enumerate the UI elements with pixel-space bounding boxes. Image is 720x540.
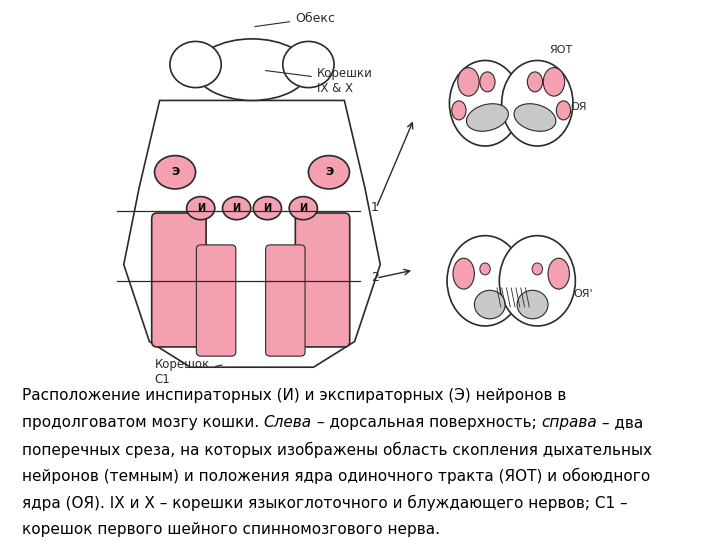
Ellipse shape <box>544 68 564 96</box>
Ellipse shape <box>467 104 508 131</box>
Text: ядра (ОЯ). IX и X – корешки языкоглоточного и блуждающего нервов; C1 –: ядра (ОЯ). IX и X – корешки языкоглоточн… <box>22 495 627 511</box>
Text: Расположение инспираторных (И) и экспираторных (Э) нейронов в: Расположение инспираторных (И) и экспира… <box>22 388 566 403</box>
Ellipse shape <box>253 197 282 220</box>
Ellipse shape <box>186 197 215 220</box>
Ellipse shape <box>480 263 490 275</box>
FancyBboxPatch shape <box>295 213 350 347</box>
Text: корешок первого шейного спинномозгового нерва.: корешок первого шейного спинномозгового … <box>22 522 440 537</box>
Ellipse shape <box>514 104 556 131</box>
Ellipse shape <box>458 68 479 96</box>
Text: И: И <box>197 203 204 213</box>
Text: поперечных среза, на которых изображены область скопления дыхательных: поперечных среза, на которых изображены … <box>22 442 652 458</box>
Text: Обекс: Обекс <box>255 11 336 26</box>
Ellipse shape <box>500 235 575 326</box>
FancyBboxPatch shape <box>266 245 305 356</box>
Ellipse shape <box>517 291 548 319</box>
Ellipse shape <box>474 291 505 319</box>
Text: Корешки
IX & X: Корешки IX & X <box>266 67 373 95</box>
Ellipse shape <box>289 197 318 220</box>
Ellipse shape <box>170 42 221 87</box>
Text: Э: Э <box>325 167 333 177</box>
Text: ОЯ': ОЯ' <box>573 289 593 300</box>
Text: ОЯ: ОЯ <box>571 103 587 112</box>
Ellipse shape <box>452 101 466 120</box>
Text: – два: – два <box>597 415 644 430</box>
Ellipse shape <box>222 197 251 220</box>
Ellipse shape <box>308 156 349 189</box>
Ellipse shape <box>557 101 571 120</box>
Text: продолговатом мозгу кошки.: продолговатом мозгу кошки. <box>22 415 264 430</box>
Polygon shape <box>124 100 380 367</box>
Text: справа: справа <box>541 415 597 430</box>
Text: ЯОТ: ЯОТ <box>549 45 572 56</box>
Text: И: И <box>233 203 240 213</box>
Ellipse shape <box>453 258 474 289</box>
FancyBboxPatch shape <box>152 213 206 347</box>
Ellipse shape <box>480 72 495 92</box>
FancyBboxPatch shape <box>197 245 236 356</box>
Text: И: И <box>300 203 307 213</box>
Text: Э: Э <box>171 167 179 177</box>
Text: – дорсальная поверхность;: – дорсальная поверхность; <box>312 415 541 430</box>
Ellipse shape <box>502 60 573 146</box>
Ellipse shape <box>532 263 543 275</box>
Ellipse shape <box>196 39 308 100</box>
Text: нейронов (темным) и положения ядра одиночного тракта (ЯОТ) и обоюдного: нейронов (темным) и положения ядра одино… <box>22 468 650 484</box>
Ellipse shape <box>447 235 523 326</box>
Ellipse shape <box>548 258 570 289</box>
Ellipse shape <box>155 156 196 189</box>
Text: И: И <box>264 203 271 213</box>
Text: Слева: Слева <box>264 415 312 430</box>
Text: Корешок
C1: Корешок C1 <box>155 359 222 387</box>
Text: 1: 1 <box>371 200 379 214</box>
Ellipse shape <box>283 42 334 87</box>
Ellipse shape <box>449 60 521 146</box>
Text: 2: 2 <box>371 271 379 284</box>
Ellipse shape <box>527 72 543 92</box>
